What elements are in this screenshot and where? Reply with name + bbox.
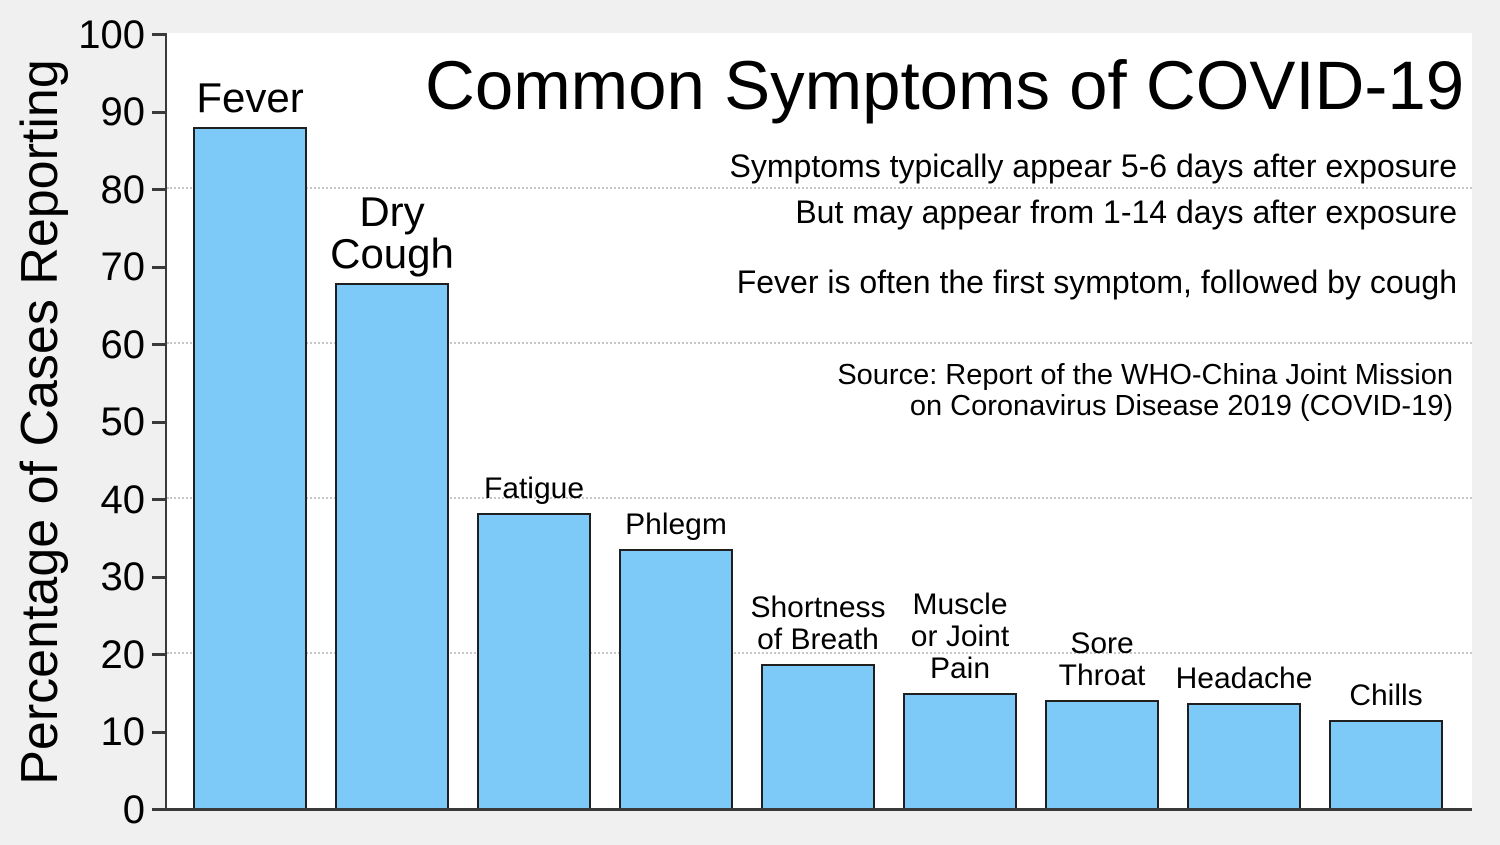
bar-label-dry-cough: Dry Cough [330,188,454,278]
y-tick-label-70: 70 [100,245,146,289]
y-tick-label-0: 0 [122,787,145,832]
annotation-line-1: Symptoms typically appear 5-6 days after… [729,148,1457,184]
bar-headache [1187,702,1301,808]
y-tick-label-10: 10 [100,710,146,754]
annotation-line-2: But may appear from 1-14 days after expo… [795,194,1457,230]
y-tick-label-30: 30 [100,555,146,599]
bar-dry-cough [335,283,449,808]
y-tick-mark-10 [152,730,165,734]
y-tick-mark-30 [152,575,165,579]
gridline-60 [167,342,1472,344]
plot-area: Fever Dry Cough Fatigue Phlegm Shortness of … [165,33,1472,811]
y-tick-mark-70 [152,265,165,269]
y-tick-mark-50 [152,420,165,424]
gridline-80 [167,187,1472,189]
annotation-line-3: Fever is often the first symptom, follow… [736,264,1457,300]
bar-fatigue [477,512,591,808]
bar-label-shortness-of-breath: Shortness of Breath [750,590,886,656]
bar-label-headache: Headache [1175,661,1313,695]
bar-label-muscle-or-joint-pain: Muscle or Joint Pain [910,588,1010,686]
y-tick-label-80: 80 [100,167,146,212]
y-tick-label-40: 40 [100,477,146,522]
y-tick-mark-80 [152,188,165,191]
bar-phlegm [619,549,733,808]
bar-label-fatigue: Fatigue [483,471,585,505]
y-tick-mark-0 [152,808,165,811]
y-tick-mark-20 [152,653,165,656]
y-axis-title: Percentage of Cases Reporting [11,59,69,785]
source-line-2: on Coronavirus Disease 2019 (COVID-19) [909,390,1453,422]
y-tick-mark-40 [152,498,165,501]
bar-muscle-or-joint-pain [903,693,1017,808]
bar-label-chills: Chills [1349,678,1423,712]
y-tick-mark-90 [152,110,165,114]
y-tick-label-60: 60 [100,322,146,367]
bar-label-fever: Fever [196,73,304,121]
y-tick-label-90: 90 [100,90,146,134]
y-tick-label-20: 20 [100,632,146,677]
gridline-40 [167,497,1472,499]
gridline-20 [167,652,1472,654]
y-tick-label-50: 50 [100,400,146,444]
bar-label-phlegm: Phlegm [625,508,727,542]
bar-chills [1329,719,1443,808]
y-tick-mark-60 [152,343,165,346]
y-tick-label-100: 100 [78,12,145,57]
bar-shortness-of-breath [761,663,875,808]
chart-title: Common Symptoms of COVID-19 [425,47,1465,124]
bar-label-sore-throat: Sore Throat [1058,627,1146,693]
bar-sore-throat [1045,700,1159,808]
source-line-1: Source: Report of the WHO-China Joint Mi… [837,359,1453,391]
bar-fever [193,126,307,808]
y-tick-mark-100 [152,33,165,36]
